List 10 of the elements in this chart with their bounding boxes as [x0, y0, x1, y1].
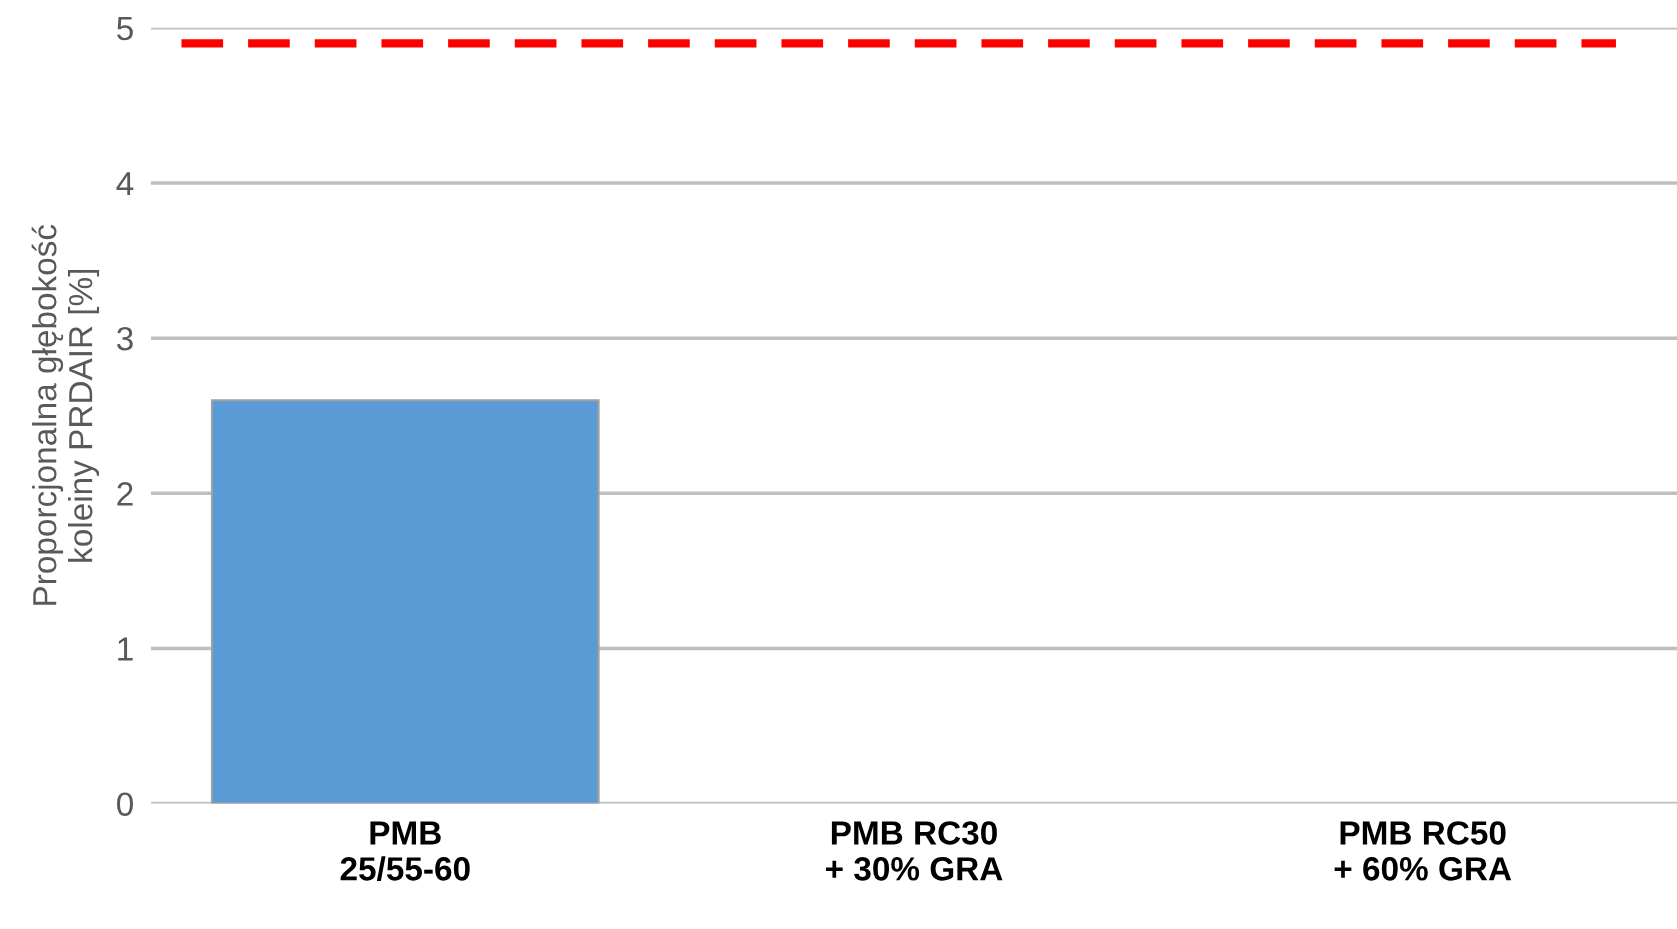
y-tick-label: 0	[117, 792, 133, 816]
y-axis-title: Proporcjonalna głębokość koleiny PRDAIR [%]	[31, 224, 100, 605]
y-tick-label: 1	[118, 637, 133, 661]
y-tick-label: 5	[117, 17, 133, 41]
y-tick-label: 3	[117, 326, 133, 351]
x-tick-label: PMB 25/55-60	[340, 821, 470, 881]
y-tick-label: 2	[117, 482, 133, 506]
x-tick-label: PMB RC50 + 60% GRA	[1334, 821, 1512, 881]
x-tick-label: PMB RC30 + 30% GRA	[825, 821, 1003, 881]
y-tick-label: 4	[116, 172, 134, 196]
